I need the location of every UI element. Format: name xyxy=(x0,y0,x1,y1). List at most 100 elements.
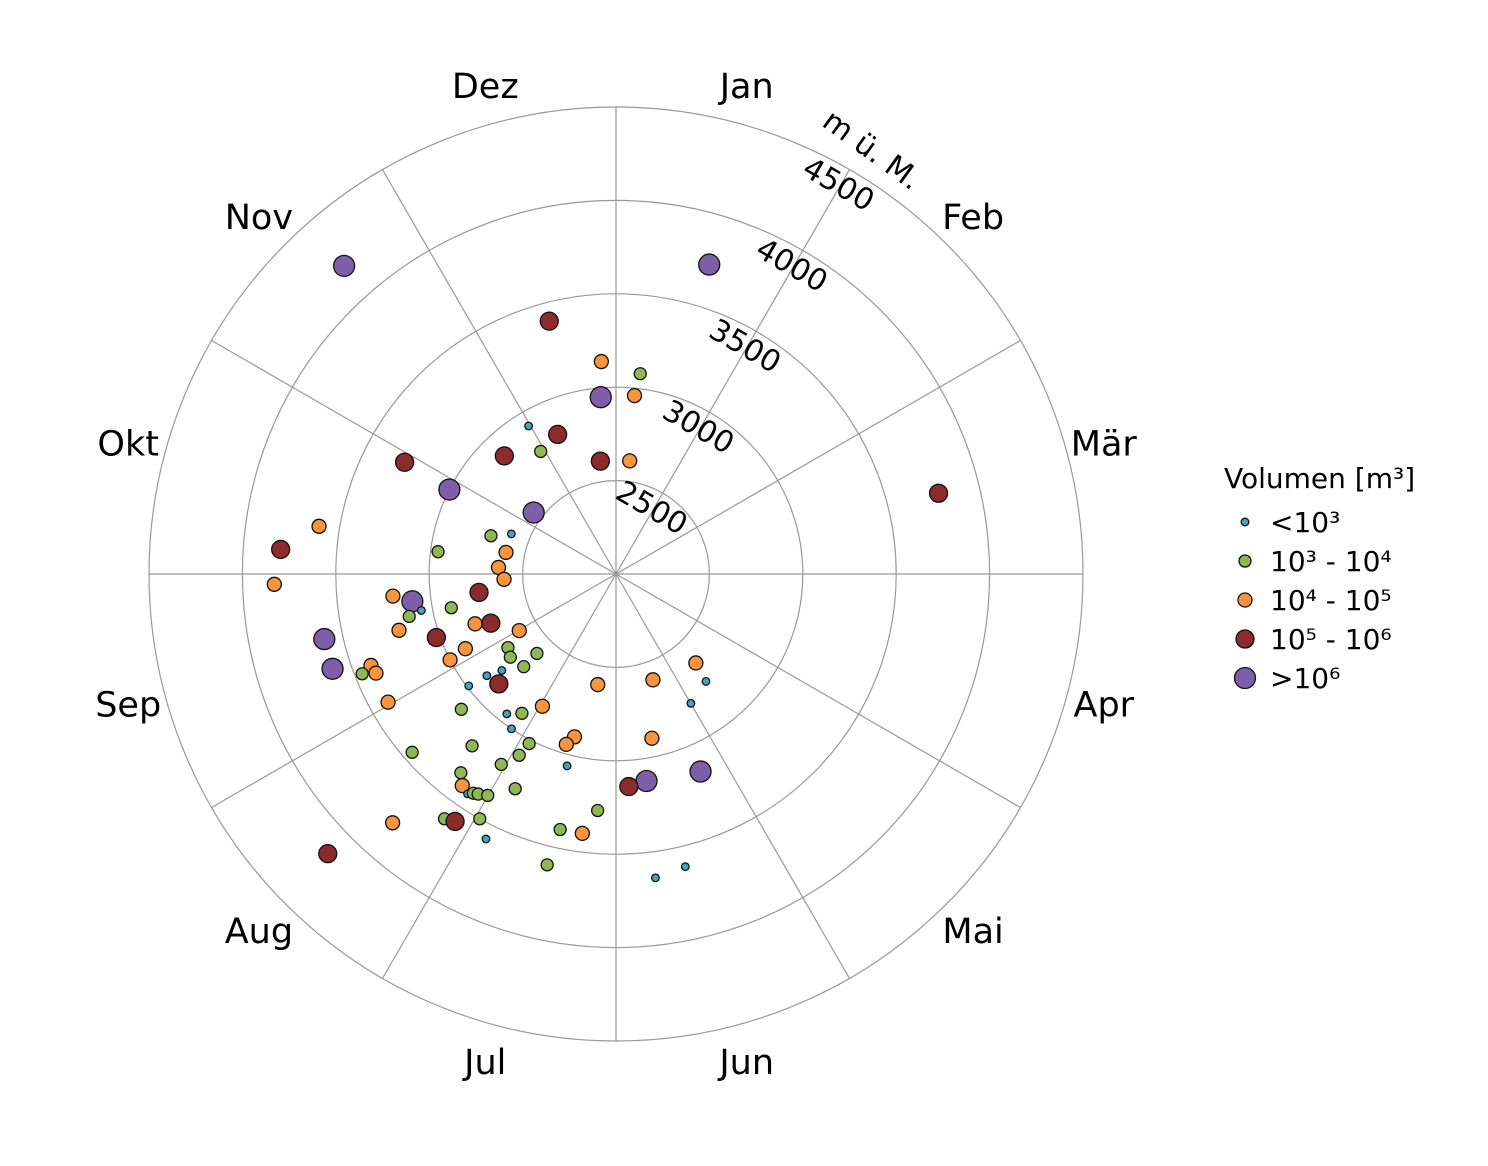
data-point xyxy=(457,641,474,657)
data-point xyxy=(506,529,516,539)
month-label: Mai xyxy=(942,912,1003,952)
month-label: Apr xyxy=(1074,686,1135,726)
data-point xyxy=(385,588,401,604)
data-point xyxy=(318,844,338,864)
data-point xyxy=(311,518,327,534)
data-point xyxy=(562,761,572,771)
data-point xyxy=(494,757,508,772)
legend-marker xyxy=(1238,554,1252,568)
data-point xyxy=(511,622,527,639)
legend-marker xyxy=(1237,592,1253,608)
data-point xyxy=(498,544,514,561)
data-point xyxy=(589,386,612,409)
grid-spoke xyxy=(381,573,617,979)
legend-label: >10⁶ xyxy=(1270,662,1340,695)
data-point xyxy=(481,788,495,803)
data-point xyxy=(633,367,647,381)
data-point xyxy=(698,253,721,276)
data-point xyxy=(473,812,487,826)
radial-tick-label: 3000 xyxy=(656,393,740,461)
data-point xyxy=(355,667,369,681)
data-point xyxy=(517,660,531,674)
data-point xyxy=(271,539,291,560)
data-point xyxy=(402,609,416,624)
month-label: Feb xyxy=(942,198,1004,238)
data-point xyxy=(508,782,522,796)
data-point xyxy=(405,745,419,759)
data-point xyxy=(688,655,704,671)
legend-label: 10³ - 10⁴ xyxy=(1270,545,1392,578)
data-point xyxy=(426,627,447,648)
data-point xyxy=(547,424,568,445)
month-label: Sep xyxy=(95,686,161,726)
legend-label: 10⁴ - 10⁵ xyxy=(1270,584,1392,617)
data-point xyxy=(502,709,512,719)
data-point xyxy=(534,698,551,714)
data-point xyxy=(313,627,336,651)
data-point xyxy=(465,739,479,753)
grid-spoke xyxy=(211,339,617,575)
grid-spoke xyxy=(381,169,617,575)
data-point xyxy=(321,657,344,680)
data-point xyxy=(512,748,526,762)
data-point xyxy=(497,665,507,675)
data-point xyxy=(394,452,415,472)
legend-marker xyxy=(1235,629,1255,649)
data-point xyxy=(431,545,445,559)
data-point xyxy=(384,815,401,831)
data-point xyxy=(444,601,458,615)
month-label: Dez xyxy=(452,67,519,107)
data-point xyxy=(515,706,529,720)
legend-marker xyxy=(1240,517,1250,527)
data-point xyxy=(539,311,559,331)
legend-title: Volumen [m³] xyxy=(1224,462,1415,495)
data-point xyxy=(266,576,282,592)
data-point xyxy=(464,681,474,691)
data-point xyxy=(593,353,609,370)
data-point xyxy=(467,616,483,632)
data-point xyxy=(416,605,426,615)
data-point xyxy=(380,694,396,710)
month-label: Jul xyxy=(462,1043,506,1083)
data-point xyxy=(481,834,491,844)
data-point xyxy=(484,529,498,543)
data-point xyxy=(524,421,534,431)
grid-spoke xyxy=(615,573,1021,809)
data-point xyxy=(522,736,536,751)
data-point xyxy=(496,571,512,587)
radial-tick-label: 4000 xyxy=(750,231,834,299)
month-label: Jan xyxy=(718,67,774,107)
data-point xyxy=(494,446,514,466)
data-point xyxy=(644,730,660,746)
month-label: Jun xyxy=(717,1043,774,1083)
data-point xyxy=(530,646,544,661)
data-point xyxy=(622,453,638,469)
radial-tick-label: 3500 xyxy=(703,312,787,380)
month-labels: Jan Feb Mär Apr Mai Jun Jul Aug Sep Okt Nov Dez xyxy=(95,67,1137,1083)
month-label: Okt xyxy=(97,424,159,464)
data-point xyxy=(680,862,690,872)
data-point xyxy=(368,665,384,681)
data-point xyxy=(454,702,468,716)
data-point xyxy=(686,698,696,708)
data-points xyxy=(266,253,949,883)
data-point xyxy=(454,777,470,794)
data-point xyxy=(481,613,501,633)
data-point xyxy=(574,825,590,841)
data-point xyxy=(469,582,489,603)
data-point xyxy=(332,254,356,278)
data-point xyxy=(507,724,516,734)
polar-grid xyxy=(148,106,1084,1042)
legend-marker xyxy=(1233,666,1257,690)
legend: Volumen [m³] <10³ 10³ - 10⁴ 10⁴ - 10⁵ 10⁵ -… xyxy=(1224,462,1415,695)
data-point xyxy=(442,652,458,668)
data-point xyxy=(445,811,465,832)
data-point xyxy=(438,478,461,501)
data-point xyxy=(650,873,660,883)
data-point xyxy=(534,444,548,459)
grid-spoke xyxy=(615,169,851,575)
data-point xyxy=(701,676,711,686)
data-point xyxy=(454,766,468,780)
